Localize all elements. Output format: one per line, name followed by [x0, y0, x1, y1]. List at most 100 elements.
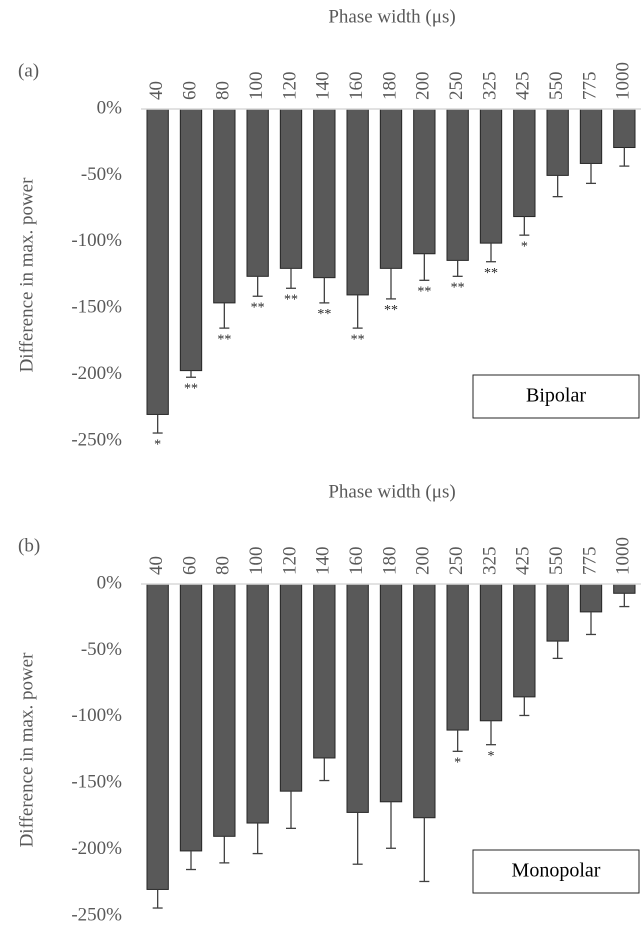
bar	[513, 108, 536, 218]
error-bar	[286, 791, 296, 830]
bar	[379, 583, 403, 803]
bar	[213, 108, 236, 304]
panel-label: (b)	[18, 535, 40, 556]
y-tick-label: 0%	[97, 572, 123, 593]
significance: **	[417, 285, 431, 300]
significance: *	[488, 749, 495, 764]
bar	[379, 108, 403, 269]
error-bar	[219, 836, 230, 864]
y-tick-label: -200%	[71, 838, 122, 859]
bar	[413, 583, 436, 819]
x-tick-label: 250	[446, 547, 467, 576]
significance: **	[284, 292, 298, 307]
bar	[546, 108, 569, 176]
legend-label: Bipolar	[526, 385, 586, 407]
significance: **	[384, 303, 398, 318]
y-tick-label: 0%	[97, 97, 123, 118]
bar	[213, 583, 236, 837]
x-axis-label: Phase width (μs)	[328, 6, 455, 27]
bar	[479, 108, 503, 244]
error-bar	[286, 268, 296, 289]
bar	[279, 583, 303, 792]
error-bar	[486, 243, 496, 263]
bar	[546, 583, 569, 642]
x-tick-label: 80	[213, 81, 234, 100]
bar	[346, 583, 369, 813]
x-tick-label: 775	[579, 72, 600, 101]
error-bar	[186, 850, 196, 871]
error-bar	[352, 812, 363, 865]
x-tick-label: 160	[346, 547, 367, 576]
bar	[146, 583, 169, 890]
significance: **	[217, 332, 231, 347]
y-tick-label: -100%	[71, 705, 122, 726]
significance: *	[154, 437, 161, 452]
x-tick-label: 60	[179, 81, 200, 100]
x-tick-label: 140	[313, 72, 334, 101]
y-tick-label: -150%	[71, 772, 122, 793]
significance: **	[317, 307, 331, 322]
bar	[413, 108, 436, 255]
y-axis-label: Difference in max. power	[16, 177, 37, 373]
y-tick-label: -250%	[71, 904, 122, 925]
x-tick-label: 80	[213, 556, 234, 575]
error-bar	[319, 757, 330, 782]
error-bar	[252, 823, 263, 855]
significance: **	[451, 281, 465, 296]
error-bar	[419, 817, 430, 883]
x-tick-label: 40	[146, 556, 167, 575]
x-tick-label: 775	[579, 547, 600, 576]
x-tick-label: 40	[146, 81, 167, 100]
error-bar	[352, 294, 363, 329]
bar	[446, 108, 469, 261]
significance: **	[351, 332, 365, 347]
bar	[446, 583, 469, 731]
y-tick-label: -150%	[71, 297, 122, 318]
error-bar	[152, 889, 163, 909]
bar	[179, 108, 203, 372]
x-tick-label: 140	[313, 547, 334, 576]
y-tick-label: -250%	[71, 429, 122, 450]
bar	[246, 108, 269, 277]
error-bar	[186, 370, 196, 378]
bar	[579, 108, 603, 164]
error-bar	[486, 720, 496, 746]
panel-label: (a)	[18, 60, 39, 81]
legend-box	[472, 374, 640, 419]
legend-label: Monopolar	[512, 860, 601, 882]
x-tick-label: 1000	[613, 537, 634, 575]
error-bar	[586, 611, 596, 636]
bar	[179, 583, 203, 852]
x-tick-label: 325	[479, 547, 500, 576]
significance: *	[521, 239, 528, 254]
bar	[479, 583, 503, 722]
significance: **	[251, 300, 265, 315]
error-bar	[252, 276, 263, 297]
x-tick-label: 425	[513, 547, 534, 576]
x-axis-label: Phase width (μs)	[328, 481, 455, 502]
error-bar	[419, 253, 430, 281]
y-tick-label: -50%	[81, 164, 122, 185]
significance: *	[454, 756, 461, 771]
error-bar	[386, 801, 396, 849]
x-tick-label: 550	[546, 547, 567, 576]
x-tick-label: 425	[513, 72, 534, 101]
error-bar	[319, 277, 330, 304]
y-axis-label: Difference in max. power	[16, 652, 37, 848]
x-tick-label: 120	[279, 547, 300, 576]
error-bar	[552, 641, 563, 660]
x-tick-label: 200	[413, 547, 434, 576]
x-tick-label: 325	[479, 72, 500, 101]
bar	[613, 583, 636, 594]
x-tick-label: 60	[179, 556, 200, 575]
x-tick-label: 1000	[613, 62, 634, 100]
x-tick-label: 200	[413, 72, 434, 101]
bar	[313, 108, 336, 279]
bar	[613, 108, 636, 149]
x-tick-label: 550	[546, 72, 567, 101]
error-bar	[219, 302, 230, 329]
x-tick-label: 250	[446, 72, 467, 101]
error-bar	[452, 260, 463, 277]
